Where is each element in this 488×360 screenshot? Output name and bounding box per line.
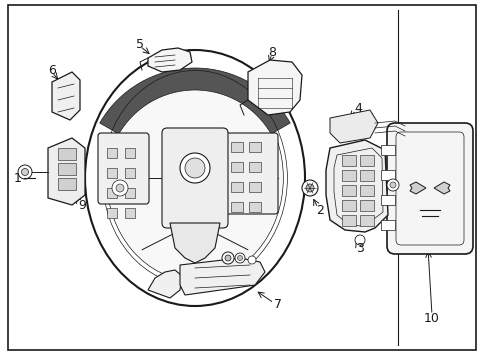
Text: 9: 9 [78,198,86,212]
Text: 1: 1 [14,171,22,185]
Bar [359,155,373,166]
Bar [107,148,117,158]
Bar [359,185,373,196]
Bar [230,202,243,212]
Circle shape [354,235,364,245]
Polygon shape [247,60,302,115]
Bar [380,145,394,155]
Circle shape [180,153,209,183]
Bar [125,188,135,198]
Polygon shape [48,138,85,205]
Bar [230,182,243,192]
Text: 4: 4 [353,102,361,114]
Polygon shape [180,258,264,295]
Ellipse shape [107,76,283,280]
Ellipse shape [85,50,305,306]
Bar [248,162,261,172]
Bar [341,185,355,196]
Bar [341,170,355,181]
Circle shape [247,256,256,264]
Bar [341,155,355,166]
Bar [107,188,117,198]
Text: 10: 10 [423,311,439,324]
Bar [248,202,261,212]
Bar [248,182,261,192]
FancyBboxPatch shape [162,128,227,228]
FancyBboxPatch shape [386,123,472,254]
Polygon shape [409,182,425,194]
Bar [107,208,117,218]
Circle shape [224,255,230,261]
Circle shape [235,253,244,263]
Polygon shape [433,182,449,194]
Ellipse shape [107,76,283,280]
Bar [380,170,394,180]
Bar [248,142,261,152]
Circle shape [18,165,32,179]
Circle shape [389,182,395,188]
Text: 3: 3 [355,242,363,255]
Bar [341,200,355,211]
Polygon shape [148,270,182,298]
Bar [58,148,76,160]
Polygon shape [329,110,377,143]
Bar [380,195,394,205]
Bar [125,208,135,218]
Circle shape [305,184,313,192]
Bar [341,215,355,226]
Circle shape [112,180,128,196]
Text: 8: 8 [267,45,275,59]
Bar [107,168,117,178]
Polygon shape [52,72,80,120]
Bar [359,200,373,211]
Bar [125,168,135,178]
Circle shape [386,179,398,191]
Polygon shape [148,48,192,72]
Text: 2: 2 [315,203,323,216]
Circle shape [237,256,242,261]
Bar [58,178,76,190]
Text: 5: 5 [136,37,143,50]
Bar [230,162,243,172]
Bar [58,163,76,175]
Wedge shape [100,68,290,134]
Circle shape [222,252,234,264]
Circle shape [21,168,28,176]
Text: 7: 7 [273,298,282,311]
FancyBboxPatch shape [222,133,278,214]
Bar [359,170,373,181]
Circle shape [116,184,124,192]
Bar [230,142,243,152]
Bar [125,148,135,158]
Circle shape [184,158,204,178]
FancyBboxPatch shape [98,133,149,204]
Polygon shape [170,223,220,263]
Text: 6: 6 [48,63,56,77]
Bar [359,215,373,226]
Bar [380,220,394,230]
Circle shape [302,180,317,196]
Polygon shape [325,140,387,232]
